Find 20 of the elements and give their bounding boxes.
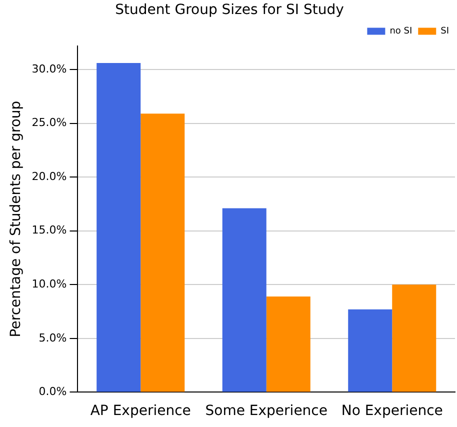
y-tick-label: 15.0% <box>32 224 67 237</box>
bar <box>96 63 141 392</box>
y-tick-label: 30.0% <box>32 62 67 76</box>
bar <box>392 284 436 392</box>
y-tick-label: 5.0% <box>38 331 67 344</box>
y-tick-label: 25.0% <box>32 116 67 130</box>
chart-title: Student Group Sizes for SI Study <box>115 2 344 18</box>
y-tick-label: 0.0% <box>38 385 67 398</box>
y-axis-title: Percentage of Students per group <box>8 100 24 338</box>
x-tick-label: Some Experience <box>205 403 328 420</box>
bar <box>140 114 185 392</box>
legend-label: SI <box>440 26 450 37</box>
bar <box>348 309 392 392</box>
bar <box>266 296 310 392</box>
bar <box>222 208 266 392</box>
y-tick-label: 20.0% <box>32 170 67 183</box>
x-tick-label: AP Experience <box>90 403 191 420</box>
y-tick-label: 10.0% <box>32 277 67 290</box>
x-tick-label: No Experience <box>341 403 443 420</box>
legend-label: no SI <box>390 26 412 37</box>
